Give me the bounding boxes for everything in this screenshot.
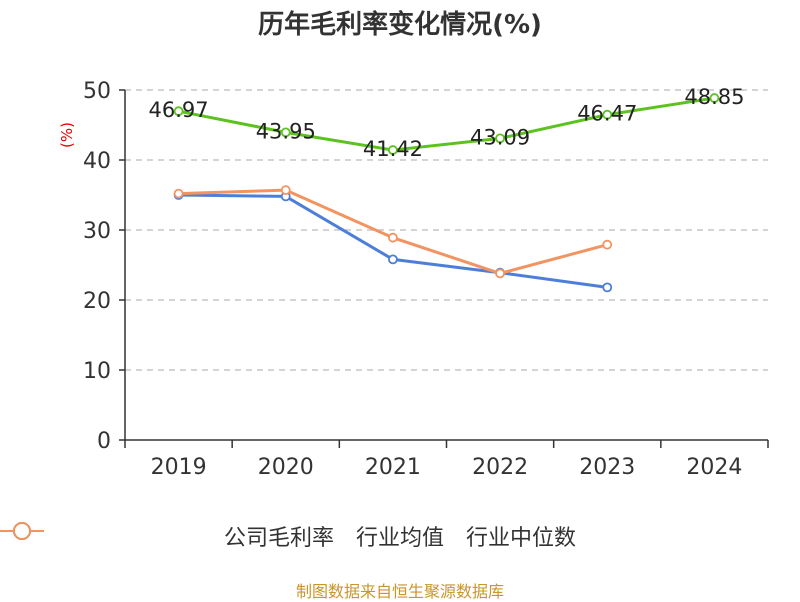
data-point-company bbox=[280, 127, 291, 138]
data-point-median bbox=[173, 188, 184, 199]
legend-swatch-median bbox=[0, 522, 44, 540]
data-label-company: 46.47 bbox=[577, 102, 637, 126]
data-point-median bbox=[495, 268, 505, 279]
y-tick-label: 30 bbox=[83, 219, 111, 244]
legend-label-avg: 行业均值 bbox=[355, 526, 444, 551]
data-point-company bbox=[388, 145, 398, 155]
data-label-company: 43.09 bbox=[470, 125, 530, 149]
data-label-company: 46.97 bbox=[149, 98, 209, 122]
y-tick-label: 0 bbox=[97, 429, 111, 454]
x-tick-label: 2021 bbox=[365, 455, 421, 480]
legend-label-median: 行业中位数 bbox=[466, 526, 577, 551]
legend: 公司毛利率 行业均值 行业中位数 bbox=[0, 520, 800, 552]
y-tick-label: 20 bbox=[83, 289, 111, 314]
data-point-avg bbox=[602, 282, 613, 293]
legend-item-avg[interactable]: 行业均值 bbox=[0, 520, 444, 552]
data-point-median bbox=[280, 185, 291, 196]
data-label-company: 43.95 bbox=[256, 119, 316, 143]
legend-label-company: 公司毛利率 bbox=[223, 526, 334, 551]
data-point-avg bbox=[388, 254, 398, 265]
data-point-median bbox=[388, 232, 398, 243]
x-tick-label: 2023 bbox=[579, 455, 635, 480]
legend-item-median[interactable]: 行业中位数 bbox=[0, 520, 577, 552]
data-point-company bbox=[495, 133, 505, 144]
data-label-company: 41.42 bbox=[363, 137, 423, 161]
data-label-company: 48.85 bbox=[684, 85, 744, 109]
x-tick-label: 2020 bbox=[258, 455, 314, 480]
data-point-company bbox=[602, 109, 613, 120]
y-tick-label: 50 bbox=[83, 79, 111, 104]
data-point-median bbox=[602, 239, 613, 250]
data-source-note: 制图数据来自恒生聚源数据库 bbox=[295, 582, 504, 601]
data-point-company bbox=[173, 106, 184, 117]
y-tick-label: 10 bbox=[83, 359, 111, 384]
data-point-company bbox=[709, 93, 720, 103]
x-tick-label: 2019 bbox=[151, 455, 207, 480]
x-tick-label: 2022 bbox=[472, 455, 528, 480]
y-tick-label: 40 bbox=[83, 149, 111, 174]
legend-item-company[interactable]: 公司毛利率 bbox=[0, 520, 334, 552]
x-tick-label: 2024 bbox=[686, 455, 742, 480]
chart-title: 历年毛利率变化情况(%) bbox=[258, 10, 542, 40]
series-line-company bbox=[178, 96, 715, 152]
